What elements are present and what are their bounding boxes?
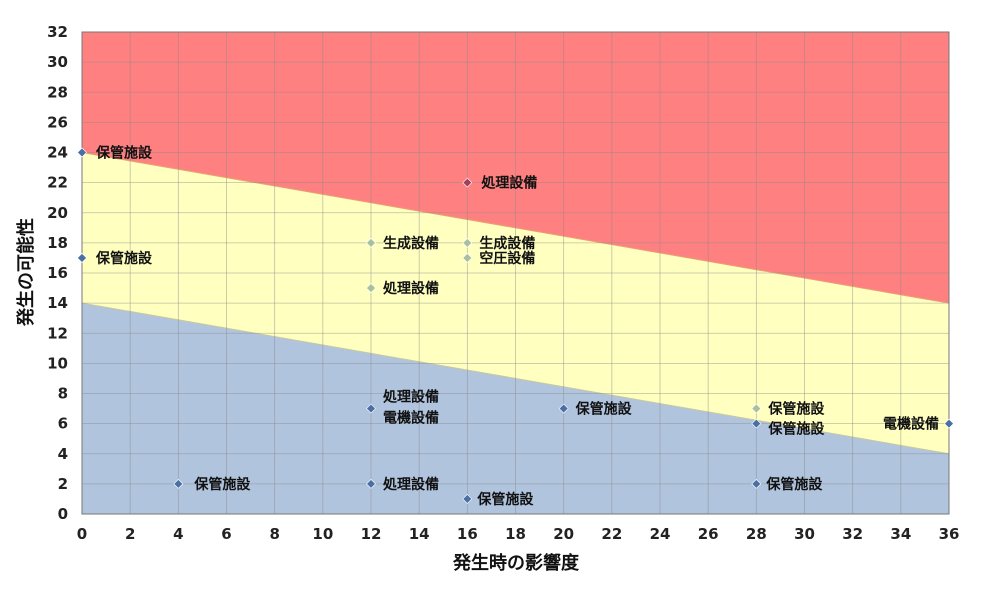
y-tick-label: 4 xyxy=(58,445,68,463)
y-tick-label: 14 xyxy=(47,294,68,312)
point-label: 生成設備 xyxy=(383,235,439,252)
data-point xyxy=(462,177,473,188)
data-point xyxy=(173,478,184,489)
point-label: 電機設備 xyxy=(883,416,939,433)
x-axis-title: 発生時の影響度 xyxy=(452,552,580,574)
point-label: 保管施設 xyxy=(476,491,534,508)
x-tick-label: 2 xyxy=(125,525,135,543)
x-tick-label: 24 xyxy=(650,525,671,543)
x-axis-ticks: 0 2 4 6 8 10 12 14 16 18 20 22 24 26 28 30 32 34 36 xyxy=(77,525,960,543)
y-tick-label: 16 xyxy=(47,264,68,282)
grid-lines xyxy=(81,31,950,515)
y-tick-label: 12 xyxy=(47,324,68,342)
data-points xyxy=(77,147,954,504)
data-point xyxy=(751,478,762,489)
data-point xyxy=(558,403,569,414)
y-tick-label: 28 xyxy=(47,83,68,101)
x-tick-label: 14 xyxy=(409,525,430,543)
point-label: 処理設備 xyxy=(382,389,439,406)
y-tick-label: 22 xyxy=(47,174,68,192)
point-label: 保管施設 xyxy=(95,145,153,162)
point-label: 保管施設 xyxy=(767,421,825,438)
x-tick-label: 4 xyxy=(173,525,183,543)
y-tick-label: 18 xyxy=(47,234,68,252)
data-point xyxy=(462,494,473,504)
y-tick-label: 2 xyxy=(58,475,68,493)
data-point xyxy=(751,418,762,429)
x-tick-label: 8 xyxy=(269,525,279,543)
point-label: 電機設備 xyxy=(383,410,439,427)
y-tick-label: 26 xyxy=(47,113,68,131)
point-label: 空圧設備 xyxy=(479,250,535,267)
x-tick-label: 34 xyxy=(890,525,911,543)
y-tick-label: 32 xyxy=(47,23,68,41)
data-point xyxy=(944,418,954,429)
y-tick-label: 8 xyxy=(58,385,68,403)
data-point xyxy=(77,253,87,263)
data-point xyxy=(366,283,376,293)
point-label: 保管施設 xyxy=(193,476,251,493)
data-point xyxy=(366,478,376,489)
y-tick-label: 24 xyxy=(47,144,68,162)
x-tick-label: 28 xyxy=(746,525,767,543)
x-tick-label: 0 xyxy=(77,525,87,543)
point-label: 処理設備 xyxy=(382,476,439,493)
x-tick-label: 22 xyxy=(601,525,622,543)
y-tick-label: 0 xyxy=(58,505,68,523)
y-tick-label: 6 xyxy=(58,415,68,433)
x-tick-label: 36 xyxy=(939,525,960,543)
y-axis-title: 発生の可能性 xyxy=(15,218,37,327)
x-tick-label: 18 xyxy=(505,525,526,543)
y-tick-label: 20 xyxy=(47,204,68,222)
data-point xyxy=(77,147,87,158)
point-label: 処理設備 xyxy=(480,175,537,192)
data-point xyxy=(462,237,473,248)
data-point xyxy=(366,403,376,414)
point-label: 生成設備 xyxy=(479,235,535,252)
y-tick-label: 10 xyxy=(47,354,68,372)
point-label: 保管施設 xyxy=(575,401,633,418)
x-tick-label: 16 xyxy=(457,525,478,543)
data-point xyxy=(462,253,473,263)
y-tick-label: 30 xyxy=(47,53,68,71)
plot-border xyxy=(81,31,950,515)
x-tick-label: 26 xyxy=(698,525,719,543)
x-tick-label: 6 xyxy=(221,525,231,543)
x-tick-label: 32 xyxy=(842,525,863,543)
data-point xyxy=(366,237,376,248)
x-tick-label: 12 xyxy=(361,525,382,543)
data-point xyxy=(751,403,762,414)
point-label: 保管施設 xyxy=(95,250,153,267)
x-tick-label: 20 xyxy=(553,525,574,543)
point-label: 処理設備 xyxy=(382,280,439,297)
point-label: 保管施設 xyxy=(767,401,825,418)
x-tick-label: 30 xyxy=(794,525,815,543)
point-label: 保管施設 xyxy=(765,476,823,493)
x-tick-label: 10 xyxy=(312,525,333,543)
